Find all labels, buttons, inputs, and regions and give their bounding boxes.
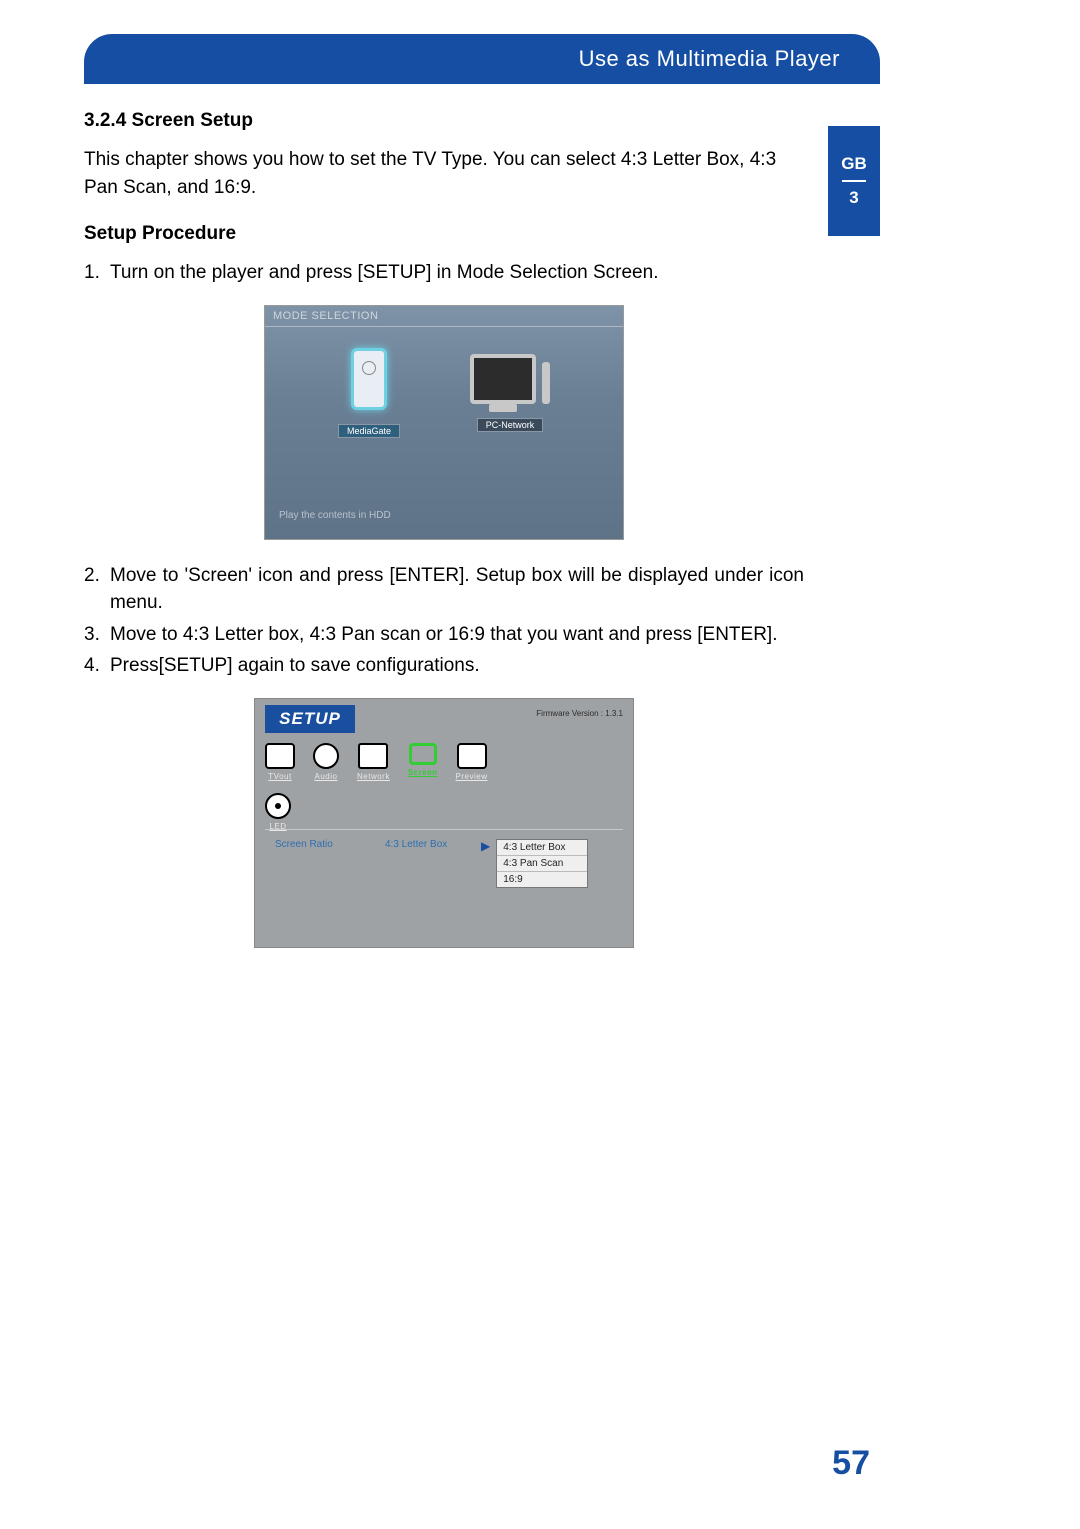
tab-led: LED [265, 793, 291, 831]
option-1: 4:3 Pan Scan [497, 856, 587, 872]
procedure-steps: Turn on the player and press [SETUP] in … [84, 259, 804, 287]
tab-screen: Screen [408, 743, 438, 781]
pc-network-icon [470, 348, 550, 404]
header-title: Use as Multimedia Player [579, 46, 840, 72]
chapter-side-tab: GB 3 [828, 126, 880, 236]
setting-options: 4:3 Letter Box 4:3 Pan Scan 16:9 [496, 839, 588, 888]
mediagate-device-icon [351, 348, 387, 410]
option-0: 4:3 Letter Box [497, 840, 587, 856]
step-4: Press[SETUP] again to save configuration… [84, 652, 804, 680]
procedure-heading: Setup Procedure [84, 223, 804, 245]
setup-figure: SETUP Firmware Version : 1.3.1 TVout Aud… [84, 698, 804, 948]
setup-setting-row: Screen Ratio 4:3 Letter Box ▶ 4:3 Letter… [275, 839, 619, 888]
side-tab-chapter: 3 [849, 188, 858, 208]
setup-tabs-row1: TVout Audio Network Screen Preview [265, 743, 623, 781]
side-tab-lang: GB [841, 154, 867, 174]
procedure-steps-cont: Move to 'Screen' icon and press [ENTER].… [84, 562, 804, 680]
ms-label-mediagate: MediaGate [338, 424, 400, 438]
setup-separator [265, 829, 623, 830]
step-2: Move to 'Screen' icon and press [ENTER].… [84, 562, 804, 617]
side-tab-divider [842, 180, 866, 182]
ms-mediagate: MediaGate [338, 348, 400, 438]
mode-selection-figure: MODE SELECTION MediaGate PC-Network Play… [84, 305, 804, 540]
tab-network: Network [357, 743, 390, 781]
tab-preview: Preview [456, 743, 488, 781]
setup-title: SETUP [265, 705, 355, 733]
network-icon [358, 743, 388, 769]
ms-title: MODE SELECTION [273, 310, 378, 322]
ms-pcnetwork: PC-Network [470, 348, 550, 438]
audio-icon [313, 743, 339, 769]
tab-tvout: TVout [265, 743, 295, 781]
step-3: Move to 4:3 Letter box, 4:3 Pan scan or … [84, 621, 804, 649]
section-intro: This chapter shows you how to set the TV… [84, 146, 804, 201]
option-2: 16:9 [497, 872, 587, 887]
setup-screen: SETUP Firmware Version : 1.3.1 TVout Aud… [254, 698, 634, 948]
tab-audio: Audio [313, 743, 339, 781]
setting-label: Screen Ratio [275, 839, 385, 850]
screen-icon [409, 743, 437, 765]
ms-icon-row: MediaGate PC-Network [265, 348, 623, 438]
step-1: Turn on the player and press [SETUP] in … [84, 259, 804, 287]
page-number: 57 [832, 1444, 870, 1483]
setting-value: 4:3 Letter Box [385, 839, 475, 850]
led-icon [265, 793, 291, 819]
tvout-icon [265, 743, 295, 769]
ms-footer: Play the contents in HDD [279, 510, 391, 521]
section-heading: 3.2.4 Screen Setup [84, 110, 804, 132]
firmware-version: Firmware Version : 1.3.1 [536, 709, 623, 718]
page-content: 3.2.4 Screen Setup This chapter shows yo… [84, 110, 804, 970]
mode-selection-screen: MODE SELECTION MediaGate PC-Network Play… [264, 305, 624, 540]
header-bar: Use as Multimedia Player [84, 34, 880, 84]
ms-label-pcnetwork: PC-Network [477, 418, 544, 432]
ms-separator [265, 326, 623, 327]
preview-icon [457, 743, 487, 769]
remote-icon [542, 362, 550, 404]
arrow-right-icon: ▶ [481, 839, 490, 853]
monitor-icon [470, 354, 536, 404]
setup-tabs-row2: LED [265, 793, 291, 831]
